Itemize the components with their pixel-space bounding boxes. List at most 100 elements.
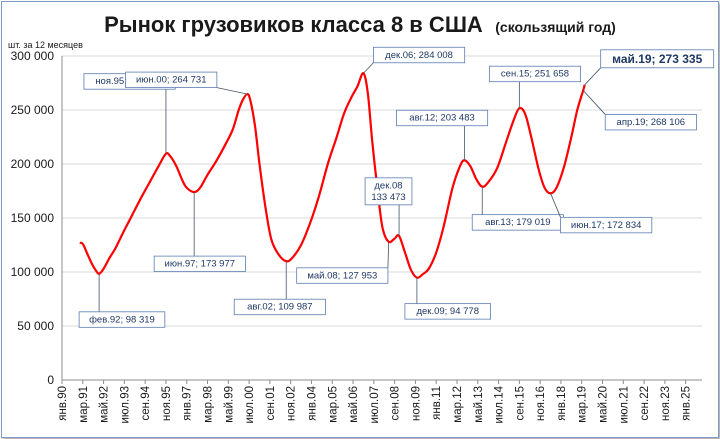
annotation-label-line: май.08; 127 953	[307, 270, 377, 281]
x-tick-label: июл.93	[119, 386, 131, 424]
annotation-callout: май.08; 127 953	[296, 241, 390, 284]
x-tick-label: янв.25	[681, 386, 693, 421]
annotation-callout: дек.09; 94 778	[404, 277, 491, 320]
annotation-label: авг.12; 203 483	[409, 113, 474, 124]
x-tick-label: июл.21	[618, 386, 630, 424]
x-tick-label: май.20	[598, 386, 610, 423]
y-tick-label: 150 000	[11, 211, 55, 225]
annotation-label-line: дек.09; 94 778	[416, 306, 479, 317]
annotation-label-line: авг.13; 179 019	[485, 217, 550, 228]
x-tick-label: сен.15	[514, 386, 526, 420]
x-tick-label: июл.00	[244, 386, 256, 424]
chart-subtitle: (скользящий год)	[495, 19, 616, 35]
annotation-callout: дек.08 133 473	[364, 177, 413, 236]
x-tick-label: ноя.95	[161, 386, 173, 421]
y-axis-ticks: 0 50 000 100 000 150 000 200 000 250 000 300 0…	[11, 49, 55, 387]
annotation-leader-line	[584, 67, 601, 86]
annotation-label: дек.09; 94 778	[416, 306, 479, 317]
annotation-callout: авг.12; 203 483	[396, 109, 489, 161]
annotation-label-line: апр.19; 268 106	[617, 117, 686, 128]
x-axis-ticks: янв.90 мар.91 май.92 июл.93 сен.94 ноя.95 янв.…	[57, 380, 693, 424]
annotation-label: май.19; 273 335	[612, 52, 702, 66]
x-tick-label: ноя.02	[286, 386, 298, 421]
annotation-box	[560, 216, 653, 234]
annotation-label: апр.19; 268 106	[617, 117, 686, 128]
y-tick-label: 100 000	[11, 265, 55, 279]
annotation-leader-line	[550, 193, 561, 218]
annotation-leader-line	[216, 87, 248, 95]
y-tick-label: 0	[47, 373, 54, 387]
y-tick-label: 300 000	[11, 49, 55, 63]
annotation-label-line: дек.06; 284 008	[385, 50, 453, 61]
annotation-label-line: июн.97; 173 977	[165, 259, 236, 270]
annotation-leader-line	[363, 62, 374, 74]
annotation-callout: июн.00; 264 731	[125, 71, 248, 95]
annotation-label-line: сен.15; 251 658	[501, 69, 569, 80]
annotation-callout: июн.97; 173 977	[153, 192, 246, 273]
annotation-box	[373, 46, 466, 64]
x-tick-label: мар.05	[327, 386, 339, 423]
annotation-callout: авг.02; 109 987	[233, 261, 326, 316]
series-line	[79, 72, 586, 279]
x-tick-label: янв.04	[306, 385, 318, 420]
annotation-label: фев.92; 98 319	[89, 314, 155, 325]
annotation-label-line: июн.00; 264 731	[136, 75, 207, 86]
annotation-callout: дек.06; 284 008	[363, 46, 466, 74]
annotation-callout: фев.92; 98 319	[78, 273, 166, 328]
annotation-callout: апр.19; 268 106	[582, 90, 697, 131]
x-tick-label: сен.08	[390, 386, 402, 420]
annotation-box	[488, 65, 582, 83]
annotation-box	[396, 109, 489, 127]
annotation-label: авг.13; 179 019	[485, 217, 550, 228]
chart-title: Рынок грузовиков класса 8 в США (скользя…	[104, 12, 616, 37]
annotation-label: авг.02; 109 987	[247, 302, 312, 313]
annotation-label: июн.00; 264 731	[136, 75, 207, 86]
y-tick-label: 200 000	[11, 157, 55, 171]
chart-title-main: Рынок грузовиков класса 8 в США	[104, 12, 483, 37]
annotation-box	[125, 71, 218, 88]
x-tick-label: мар.19	[577, 386, 589, 423]
annotation-label: дек.08 133 473	[371, 180, 405, 203]
x-tick-label: май.13	[473, 386, 485, 423]
x-tick-label: сен.01	[265, 386, 277, 420]
y-axis-unit-label: шт. за 12 месяцев	[8, 40, 83, 50]
annotation-label: май.08; 127 953	[307, 270, 377, 281]
annotation-label-line: фев.92; 98 319	[89, 314, 155, 325]
annotation-label-line: май.19; 273 335	[612, 52, 702, 66]
annotation-label: июн.17; 172 834	[571, 220, 642, 231]
x-tick-label: янв.97	[182, 386, 194, 421]
x-tick-label: мар.98	[203, 386, 215, 423]
x-tick-label: янв.18	[556, 386, 568, 421]
x-tick-label: мар.91	[78, 386, 90, 423]
x-tick-label: янв.90	[57, 386, 69, 421]
x-tick-label: янв.11	[431, 386, 443, 420]
x-tick-label: ноя.16	[535, 386, 547, 421]
x-tick-label: мар.12	[452, 386, 464, 423]
annotation-label: июн.97; 173 977	[165, 259, 236, 270]
annotation-label-line: дек.08	[374, 180, 402, 191]
annotation-callout: май.19; 273 335	[584, 49, 715, 86]
annotation-box	[233, 298, 326, 316]
x-tick-label: май.99	[223, 386, 235, 423]
y-tick-label: 50 000	[17, 319, 54, 333]
annotation-box	[364, 177, 413, 206]
annotation-box	[404, 303, 491, 320]
x-tick-label: ноя.09	[410, 386, 422, 421]
annotation-callout: сен.15; 251 658	[488, 65, 582, 109]
annotation-leader-line	[582, 90, 606, 115]
annotation-label-line: авг.12; 203 483	[409, 113, 474, 124]
annotation-label-line: июн.17; 172 834	[571, 220, 642, 231]
annotation-box	[296, 267, 389, 284]
annotation-callout: авг.13; 179 019	[471, 186, 564, 231]
annotation-label: сен.15; 251 658	[501, 69, 569, 80]
annotation-label: дек.06; 284 008	[385, 50, 453, 61]
annotation-label-line: 133 473	[371, 192, 405, 203]
annotation-box	[600, 49, 715, 69]
x-tick-label: сен.22	[639, 386, 651, 420]
annotation-callout: июн.17; 172 834	[550, 193, 653, 234]
annotation-box	[78, 311, 166, 328]
x-tick-label: июл.14	[494, 385, 506, 423]
x-tick-label: сен.94	[140, 385, 152, 420]
